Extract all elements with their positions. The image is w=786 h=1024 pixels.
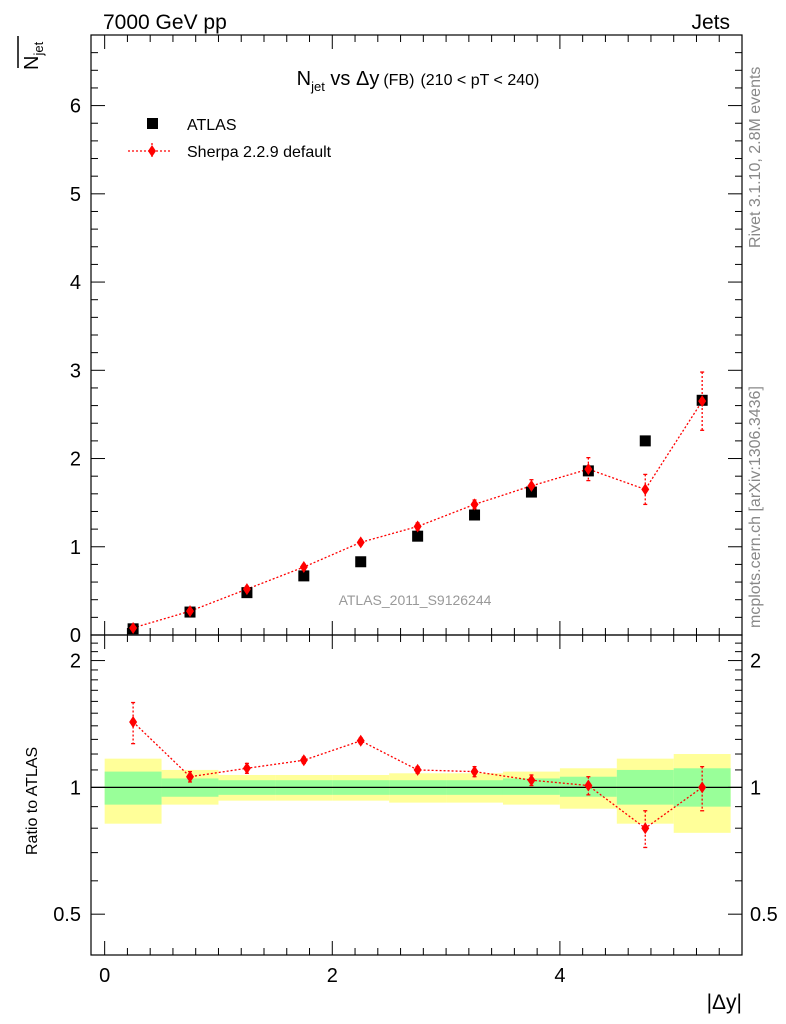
y-label-sub: jet [31,41,46,56]
sherpa-point [129,621,138,634]
svg-text:Njet: Njet [21,41,46,70]
sherpa-point [186,605,195,618]
mcplots-reference-label: mcplots.cern.ch [arXiv:1306.3436] [747,386,764,628]
main-y-axis-label: Njet [21,41,46,70]
sherpa-point [299,561,308,574]
main-y-tick-label: 6 [70,96,81,118]
analysis-watermark: ATLAS_2011_S9126244 [339,592,492,608]
atlas-point [298,570,310,582]
title-vs: vs [325,68,356,90]
sherpa-ratio-point [698,781,707,794]
main-plot-marks [127,371,708,635]
title-n-sub: jet [310,79,325,94]
y-label-n: N [21,56,43,70]
main-y-tick-label: 2 [70,449,81,471]
sherpa-ratio-point [470,765,479,778]
sherpa-point [641,483,650,496]
title-n: N [297,68,311,90]
x-tick-label: 4 [554,965,565,987]
sherpa-point [698,395,707,408]
atlas-point [412,530,424,542]
ratio-y-tick-label-right: 2 [750,651,761,673]
sherpa-ratio-point [129,715,138,728]
main-y-tick-label: 5 [70,184,81,206]
ratio-y-tick-label: 2 [70,651,81,673]
atlas-point [355,556,367,568]
sherpa-ratio-point [356,734,365,747]
main-y-tick-label: 3 [70,360,81,382]
header-energy-label: 7000 GeV pp [103,11,227,34]
atlas-point [525,486,537,498]
ratio-y-axis-label: Ratio to ATLAS [24,747,41,855]
sherpa-ratio-point [527,774,536,787]
ratio-y-tick-label: 1 [70,777,81,799]
legend-atlas-label: ATLAS [187,117,237,134]
header-process-label: Jets [691,11,730,34]
ratio-plot-marks [129,701,707,849]
legend-sherpa-label: Sherpa 2.2.9 default [187,144,332,161]
main-y-tick-label: 1 [70,537,81,559]
ratio-band-green [502,778,560,795]
chart-title: Njet vs Δy (FB) (210 < pT < 240) [297,68,540,94]
ratio-plot-frame [90,634,743,956]
x-tick-label: 0 [99,965,110,987]
sherpa-ratio-point [186,770,195,783]
sherpa-point [242,583,251,596]
sherpa-ratio-point [641,822,650,835]
sherpa-point [356,536,365,549]
sherpa-point [470,498,479,511]
ratio-y-tick-label: 0.5 [53,904,81,926]
sherpa-ratio-point [584,779,593,792]
ratio-band-green [104,771,162,805]
title-delta-y: Δy [356,68,379,90]
rivet-version-label: Rivet 3.1.10, 2.8M events [747,67,764,248]
title-range: (210 < pT < 240) [420,72,539,89]
main-y-tick-label: 0 [70,625,81,647]
legend-sherpa-marker [148,145,156,157]
title-fb: (FB) [383,72,414,89]
sherpa-point [584,463,593,476]
sherpa-line [132,400,703,629]
sherpa-ratio-point [299,754,308,767]
ratio-y-tick-label-right: 0.5 [750,904,778,926]
atlas-point [469,509,481,521]
main-y-tick-label: 4 [70,272,81,294]
x-axis-label: |Δy| [707,991,742,1014]
sherpa-point [413,520,422,533]
x-tick-label: 2 [327,965,338,987]
axis-ticks: 0 1 2 3 4 5 6 0.5 0.5 1 1 2 2 0 2 4 [53,34,778,987]
legend-atlas-marker [147,118,158,129]
sherpa-ratio-line [132,721,703,830]
sherpa-point [527,479,536,492]
ratio-y-tick-label-right: 1 [750,777,761,799]
legend: ATLAS Sherpa 2.2.9 default [128,117,332,161]
sherpa-ratio-point [242,762,251,775]
atlas-point [639,435,651,447]
sherpa-ratio-point [413,763,422,776]
